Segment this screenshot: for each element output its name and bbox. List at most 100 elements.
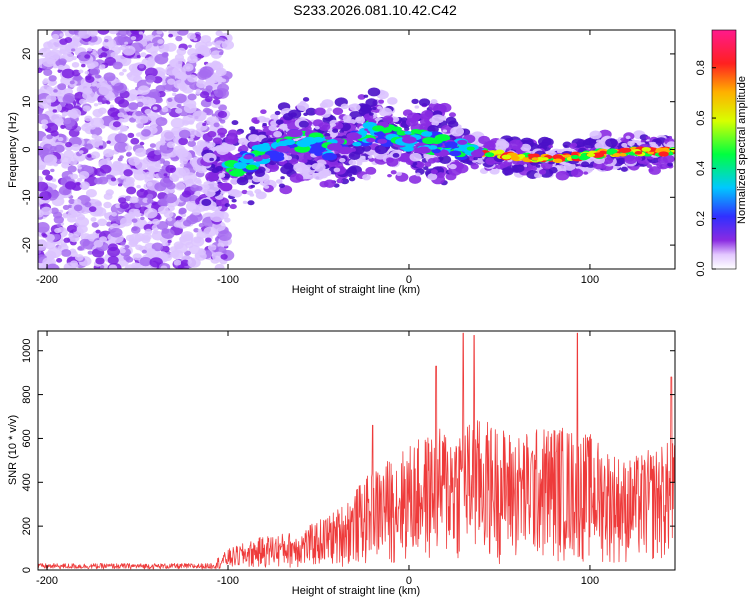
spectrogram-noise-blob — [136, 184, 141, 189]
spectrogram-noise-blob — [52, 109, 58, 113]
spectrogram-noise-blob — [132, 253, 142, 261]
spectrogram-noise-blob — [47, 38, 62, 50]
spectrogram-noise-blob — [136, 122, 144, 129]
spectrogram-noise-blob — [128, 233, 142, 244]
spectrogram-noise-blob — [60, 156, 72, 165]
spectrogram-ridge-blob — [634, 150, 643, 155]
spectrogram-noise-blob — [90, 217, 97, 222]
spectrogram-noise-blob — [77, 166, 82, 170]
spectrogram-noise-blob — [113, 82, 128, 94]
spectrogram-noise-blob — [63, 117, 76, 128]
spectrogram-noise-blob — [151, 242, 164, 252]
spectrogram-band-blob — [538, 169, 547, 175]
spectrogram-ridge-blob — [621, 147, 632, 153]
spectrogram-noise-blob — [221, 40, 235, 50]
spectrogram-band-blob — [268, 125, 278, 132]
spectrogram-noise-blob — [188, 120, 195, 125]
spectrogram-band-blob — [275, 119, 284, 125]
spectrogram-band-blob — [396, 171, 402, 176]
spectrogram-noise-blob — [61, 68, 75, 79]
spectrogram-band-blob — [624, 155, 638, 165]
spectrogram-noise-blob — [60, 124, 66, 129]
spectrogram-ridge-blob — [324, 136, 333, 140]
spectrogram-band-blob — [355, 116, 366, 124]
spectrogram-noise-blob — [83, 123, 89, 128]
spectrogram-noise-blob — [124, 145, 133, 151]
spectrogram-noise-blob — [185, 66, 191, 70]
spectrogram-band-blob — [374, 144, 388, 155]
spectrogram-band-blob — [520, 143, 532, 152]
spectrogram-noise-blob — [109, 104, 114, 108]
spectrogram-band-blob — [594, 142, 604, 150]
spectrogram-band-blob — [663, 154, 675, 164]
spectrogram-band-blob — [430, 169, 438, 175]
spectrogram-noise-blob — [92, 108, 104, 118]
spectrogram-noise-blob — [43, 154, 58, 165]
spectrogram-noise-blob — [69, 113, 78, 120]
spectrogram-band-blob — [666, 141, 675, 149]
spectrogram-noise-blob — [135, 119, 141, 124]
spectrogram-noise-blob — [124, 41, 129, 45]
spectrogram-band-blob — [496, 140, 510, 150]
spectrogram-noise-blob — [165, 182, 176, 190]
spectrogram-noise-blob — [62, 213, 69, 219]
spectrogram-ridge-blob — [619, 152, 627, 157]
spectrogram-noise-blob — [92, 49, 97, 53]
spectrogram-noise-blob — [86, 154, 92, 158]
spectrogram-noise-blob — [59, 33, 65, 37]
spectrogram-band-blob — [231, 120, 239, 126]
spectrogram-noise-blob — [47, 247, 62, 259]
spectrogram-noise-blob — [146, 181, 153, 187]
spectrogram-band-blob — [248, 134, 260, 142]
spectrogram-ridge-blob — [376, 132, 386, 137]
spectrogram-noise-blob — [87, 250, 93, 255]
spectrogram-noise-blob — [166, 141, 176, 148]
spectrogram-noise-blob — [130, 36, 137, 41]
spectrogram-band-blob — [356, 161, 363, 166]
spec-y-tick-label: -10 — [21, 189, 33, 205]
spectrogram-noise-blob — [139, 256, 152, 267]
spectrogram-ridge-blob — [252, 156, 263, 162]
spectrogram-band-blob — [367, 87, 381, 97]
spectrogram-noise-blob — [178, 137, 189, 146]
spectrogram-ridge-blob — [578, 155, 589, 161]
spectrogram-band-blob — [346, 167, 358, 175]
spectrogram-noise-blob — [53, 215, 64, 224]
colorbar-tick-label: 0.0 — [695, 261, 707, 276]
spectrogram-band-blob — [570, 142, 578, 148]
spectrogram-band-blob — [270, 113, 279, 120]
spectrogram-noise-blob — [95, 229, 101, 234]
snr-y-tick-label: 800 — [21, 385, 33, 403]
spectrogram-band-blob — [224, 203, 230, 208]
spectrogram-noise-blob — [135, 110, 143, 117]
spectrogram-noise-blob — [117, 112, 125, 118]
spectrogram-noise-blob — [42, 56, 56, 68]
spectrogram-noise-blob — [168, 33, 174, 38]
spectrogram-noise-blob — [173, 221, 182, 228]
spectrogram-band-blob — [438, 156, 444, 160]
spectrogram-band-blob — [289, 158, 299, 165]
spectrogram-ridge-blob — [517, 154, 526, 158]
spectrogram-band-blob — [201, 198, 212, 206]
spectrogram-band-blob — [301, 158, 308, 163]
spectrogram-noise-blob — [192, 110, 207, 122]
spectrogram-ridge-blob — [391, 126, 402, 132]
spectrogram-band-blob — [645, 136, 651, 140]
spectrogram-band-blob — [241, 189, 248, 195]
spectrogram-noise-blob — [195, 88, 201, 93]
spectrogram-band-blob — [275, 179, 283, 184]
spectrogram-band-blob — [311, 163, 321, 170]
spectrogram-band-blob — [362, 145, 372, 152]
spectrogram-band-blob — [387, 157, 394, 162]
spectrogram-band-blob — [605, 138, 618, 148]
spectrogram-noise-blob — [64, 103, 74, 111]
spectrogram-noise-blob — [93, 103, 99, 107]
spectrogram-noise-blob — [156, 30, 163, 35]
spectrogram-noise-blob — [199, 66, 214, 78]
spectrogram-ridge-blob — [372, 125, 385, 132]
spectrogram-noise-blob — [120, 241, 126, 246]
spectrogram-noise-blob — [144, 67, 158, 78]
spectrogram-noise-blob — [204, 96, 213, 103]
